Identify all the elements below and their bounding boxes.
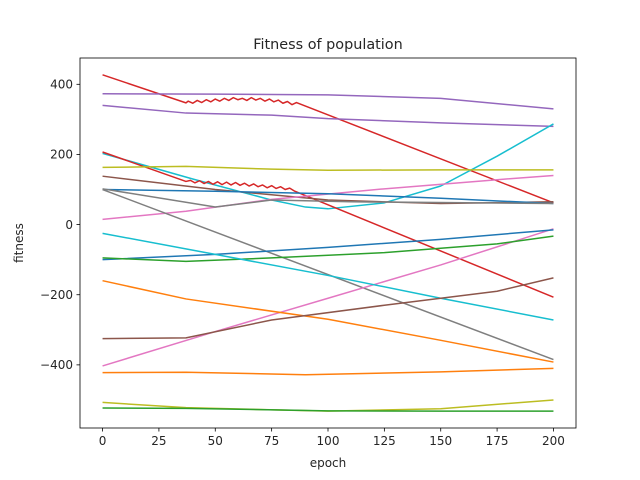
series-line-1	[102, 74, 554, 204]
series-line-9	[102, 188, 554, 205]
x-tick-label: 150	[429, 434, 452, 448]
y-tick-label: 400	[50, 78, 73, 92]
x-tick-label: 125	[373, 434, 396, 448]
x-tick-label: 50	[208, 434, 223, 448]
series-line-12	[102, 228, 554, 367]
y-tick-label: 200	[50, 148, 73, 162]
x-tick-label: 75	[264, 434, 279, 448]
y-tick-label: −200	[40, 288, 73, 302]
x-axis-label: epoch	[310, 456, 347, 470]
plot-area	[79, 57, 577, 429]
series-line-11	[102, 188, 554, 361]
series-line-10	[102, 188, 554, 208]
series-line-2	[102, 93, 554, 110]
series-layer	[102, 74, 554, 412]
series-line-15	[102, 232, 554, 321]
x-tick-label: 200	[542, 434, 565, 448]
series-line-20	[102, 407, 554, 412]
x-tick-label: 25	[151, 434, 166, 448]
series-line-13	[102, 229, 554, 261]
series-line-17	[102, 277, 554, 340]
series-line-14	[102, 235, 554, 263]
series-line-3	[102, 104, 554, 128]
y-tick-label: 0	[65, 218, 73, 232]
series-line-16	[102, 279, 554, 363]
x-tick-label: 175	[486, 434, 509, 448]
series-line-6	[102, 165, 554, 171]
series-line-18	[102, 367, 554, 376]
y-axis-label: fitness	[12, 223, 26, 263]
chart-title: Fitness of population	[253, 37, 402, 53]
x-tick-label: 0	[99, 434, 107, 448]
y-tick-label: −400	[40, 358, 73, 372]
y-axis: −400 −200 0 200 400	[40, 78, 80, 372]
series-line-4	[102, 123, 554, 210]
x-tick-label: 100	[317, 434, 340, 448]
x-axis: 0 25 50 75 100 125 150 175 200	[99, 428, 565, 448]
series-line-5	[102, 151, 554, 298]
